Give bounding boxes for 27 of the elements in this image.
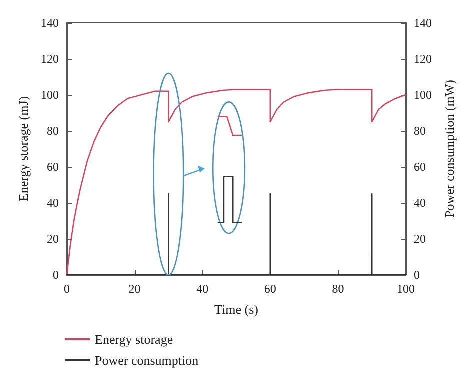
x-tick-label: 60: [264, 282, 276, 296]
y2-tick-label: 100: [414, 88, 432, 102]
y-tick-label: 40: [47, 196, 59, 210]
y-tick-label: 80: [47, 124, 59, 138]
y2-tick-label: 120: [414, 52, 432, 66]
y-tick-label: 60: [47, 160, 59, 174]
y-tick-label: 0: [53, 268, 59, 282]
x-tick-label: 100: [397, 282, 415, 296]
legend-label: Energy storage: [95, 332, 174, 347]
y-tick-label: 100: [41, 88, 59, 102]
x-axis-title: Time (s): [214, 302, 258, 317]
x-tick-label: 80: [332, 282, 344, 296]
y2-tick-label: 60: [414, 160, 426, 174]
y2-tick-label: 20: [414, 232, 426, 246]
x-tick-label: 20: [128, 282, 141, 296]
y-tick-label: 140: [41, 16, 59, 30]
y2-tick-label: 80: [414, 124, 426, 138]
legend-label: Power consumption: [95, 353, 200, 368]
y-axis-title: Energy storage (mJ): [16, 96, 32, 202]
x-tick-label: 0: [64, 282, 70, 296]
y2-axis-title: Power consumption (mW): [442, 80, 457, 218]
y-tick-label: 20: [47, 232, 59, 246]
y2-tick-label: 140: [414, 16, 432, 30]
y2-tick-label: 0: [414, 268, 420, 282]
y2-tick-label: 40: [414, 196, 426, 210]
y-tick-label: 120: [41, 52, 59, 66]
x-tick-label: 40: [196, 282, 209, 296]
